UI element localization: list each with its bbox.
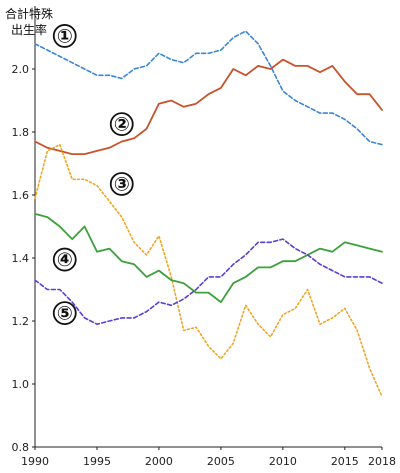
series-badge-label: ④ — [57, 249, 73, 271]
series-line-5 — [34, 238, 383, 326]
series-line-2 — [34, 58, 383, 156]
y-tick-label: 1.6 — [12, 189, 30, 202]
x-tick-label: 2010 — [269, 455, 297, 468]
axes — [32, 6, 383, 450]
series-badge-label: ② — [114, 114, 130, 136]
x-tick-label: 2000 — [145, 455, 173, 468]
series-badge-1: ① — [52, 24, 77, 48]
y-tick-label: 2.0 — [12, 63, 30, 76]
series-badge-5: ⑤ — [52, 301, 77, 326]
y-axis-title-line-2: 出生率 — [11, 22, 47, 37]
y-tick-label: 1.4 — [12, 252, 30, 265]
y-tick-label: 1.0 — [12, 378, 30, 391]
x-tick-label: 2018 — [368, 455, 396, 468]
x-tick-label: 1990 — [21, 455, 49, 468]
y-tick-label: 1.8 — [12, 126, 30, 139]
series-badge-label: ⑤ — [57, 303, 73, 325]
series-badge-label: ③ — [114, 173, 130, 195]
tick-labels: 0.8 1.0 1.2 1.4 1.6 1.8 2.0 1990 1995 2000 2005 201… — [12, 63, 397, 468]
y-tick-label: 1.2 — [12, 315, 30, 328]
series-line-4 — [34, 212, 383, 304]
series-badge-2: ② — [109, 112, 134, 137]
y-axis-title-line-1: 合計特殊 — [5, 6, 53, 21]
series-badge-circle — [52, 301, 77, 326]
series-badge-circle — [52, 24, 77, 48]
series-lines — [34, 30, 383, 398]
series-badge-circle — [109, 172, 134, 196]
y-axis-title: 合計特殊 出生率 — [5, 6, 53, 37]
series-badge-circle — [52, 247, 77, 272]
x-tick-label: 2005 — [207, 455, 235, 468]
x-tick-label: 1995 — [83, 455, 111, 468]
series-badge-circle — [109, 112, 134, 137]
y-tick-label: 0.8 — [12, 441, 30, 454]
series-line-1 — [34, 30, 383, 146]
series-line-3 — [34, 143, 383, 398]
series-badges: ① ② ③ ④ ⑤ — [52, 24, 134, 326]
x-tick-label: 2015 — [331, 455, 359, 468]
series-badge-label: ① — [57, 25, 73, 47]
series-badge-3: ③ — [109, 172, 134, 196]
series-badge-4: ④ — [52, 247, 77, 272]
